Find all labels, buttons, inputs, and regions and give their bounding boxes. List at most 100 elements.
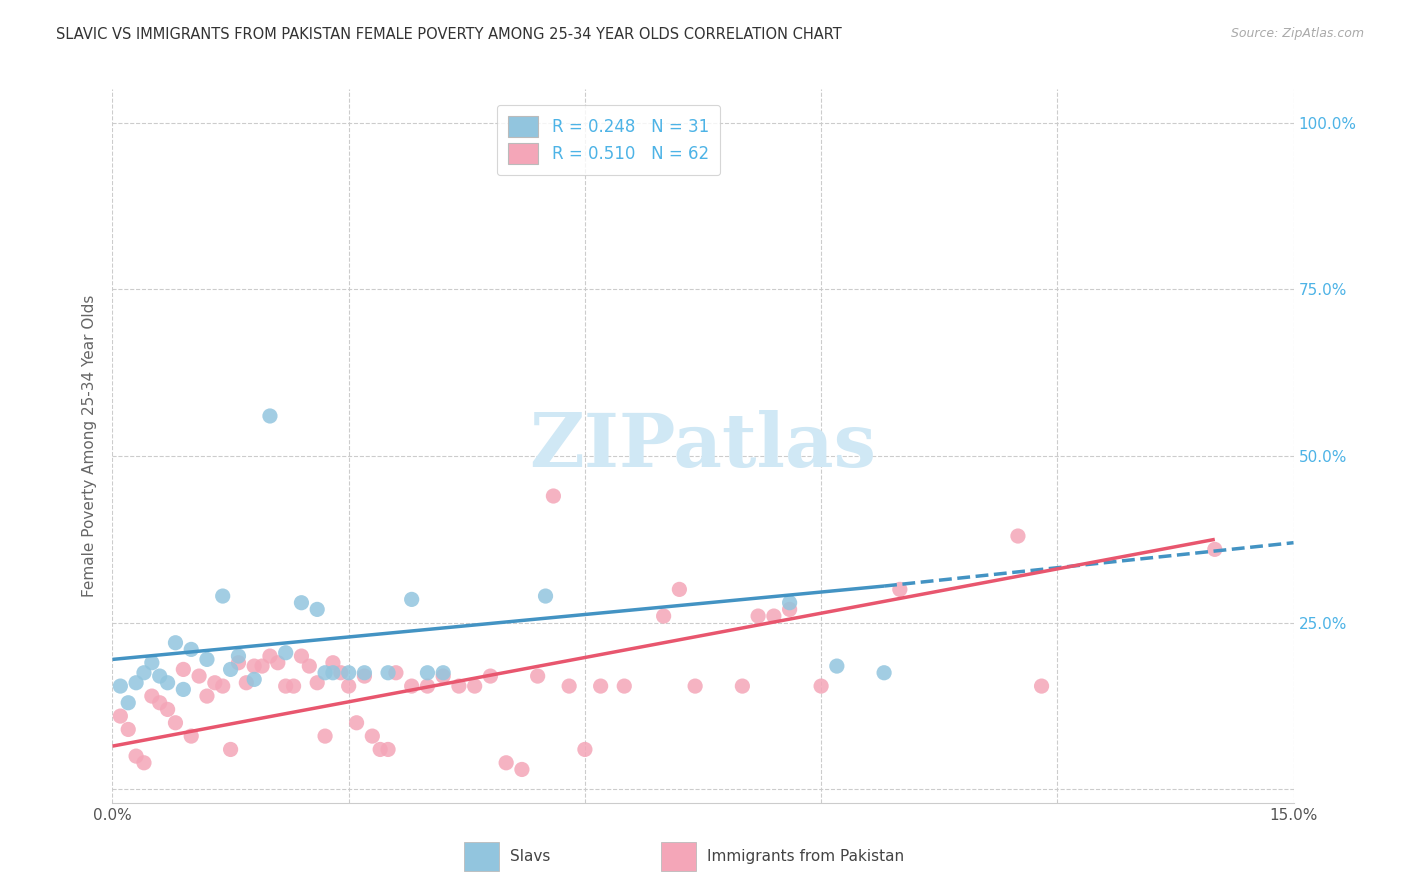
Point: [307, 675, 329, 690]
Point: [432, 665, 454, 680]
Point: [447, 679, 470, 693]
Point: [298, 659, 321, 673]
Point: [149, 696, 172, 710]
Point: [779, 596, 801, 610]
Point: [652, 609, 675, 624]
Point: [243, 659, 266, 673]
Point: [117, 696, 139, 710]
Point: [613, 679, 636, 693]
Point: [368, 742, 391, 756]
Point: [747, 609, 769, 624]
Point: [314, 729, 336, 743]
Point: [314, 665, 336, 680]
Point: [668, 582, 690, 597]
Point: [1031, 679, 1053, 693]
Point: [180, 729, 202, 743]
Text: Immigrants from Pakistan: Immigrants from Pakistan: [707, 849, 904, 863]
Text: ZIPatlas: ZIPatlas: [530, 409, 876, 483]
Point: [416, 665, 439, 680]
Point: [889, 582, 911, 597]
FancyBboxPatch shape: [661, 842, 696, 871]
Point: [825, 659, 848, 673]
Point: [1204, 542, 1226, 557]
Point: [228, 649, 250, 664]
Point: [125, 675, 148, 690]
Point: [574, 742, 596, 756]
Point: [385, 665, 408, 680]
Point: [149, 669, 172, 683]
Point: [337, 679, 360, 693]
Point: [110, 709, 132, 723]
Point: [283, 679, 305, 693]
Point: [526, 669, 548, 683]
Point: [353, 665, 375, 680]
Point: [243, 673, 266, 687]
Point: [510, 763, 533, 777]
Point: [235, 675, 257, 690]
Point: [219, 742, 242, 756]
Point: [464, 679, 486, 693]
Point: [873, 665, 896, 680]
Point: [810, 679, 832, 693]
Point: [290, 596, 312, 610]
Point: [132, 756, 155, 770]
Point: [779, 602, 801, 616]
Point: [543, 489, 565, 503]
Point: [731, 679, 754, 693]
Point: [401, 592, 423, 607]
FancyBboxPatch shape: [464, 842, 499, 871]
Point: [132, 665, 155, 680]
Point: [353, 669, 375, 683]
Y-axis label: Female Poverty Among 25-34 Year Olds: Female Poverty Among 25-34 Year Olds: [82, 295, 97, 597]
Point: [259, 409, 281, 423]
Point: [346, 715, 368, 730]
Point: [361, 729, 384, 743]
Point: [195, 652, 218, 666]
Point: [322, 656, 344, 670]
Point: [377, 665, 399, 680]
Text: Slavs: Slavs: [510, 849, 551, 863]
Point: [307, 602, 329, 616]
Point: [165, 715, 187, 730]
Point: [172, 662, 194, 676]
Point: [211, 589, 233, 603]
Text: SLAVIC VS IMMIGRANTS FROM PAKISTAN FEMALE POVERTY AMONG 25-34 YEAR OLDS CORRELAT: SLAVIC VS IMMIGRANTS FROM PAKISTAN FEMAL…: [56, 27, 842, 42]
Point: [219, 662, 242, 676]
Point: [274, 679, 297, 693]
Point: [558, 679, 581, 693]
Point: [172, 682, 194, 697]
Point: [110, 679, 132, 693]
Point: [534, 589, 557, 603]
Point: [250, 659, 273, 673]
Point: [156, 675, 179, 690]
Point: [267, 656, 290, 670]
Point: [156, 702, 179, 716]
Point: [204, 675, 226, 690]
Point: [195, 689, 218, 703]
Point: [228, 656, 250, 670]
Point: [125, 749, 148, 764]
Point: [762, 609, 785, 624]
Point: [165, 636, 187, 650]
Point: [337, 665, 360, 680]
Point: [141, 689, 163, 703]
Point: [188, 669, 211, 683]
Point: [416, 679, 439, 693]
Point: [401, 679, 423, 693]
Text: Source: ZipAtlas.com: Source: ZipAtlas.com: [1230, 27, 1364, 40]
Point: [322, 665, 344, 680]
Point: [274, 646, 297, 660]
Point: [1007, 529, 1029, 543]
Point: [683, 679, 706, 693]
Point: [479, 669, 502, 683]
Point: [141, 656, 163, 670]
Point: [377, 742, 399, 756]
Point: [432, 669, 454, 683]
Point: [211, 679, 233, 693]
Point: [589, 679, 612, 693]
Point: [117, 723, 139, 737]
Point: [495, 756, 517, 770]
Point: [329, 665, 352, 680]
Legend: R = 0.248   N = 31, R = 0.510   N = 62: R = 0.248 N = 31, R = 0.510 N = 62: [496, 104, 720, 176]
Point: [290, 649, 312, 664]
